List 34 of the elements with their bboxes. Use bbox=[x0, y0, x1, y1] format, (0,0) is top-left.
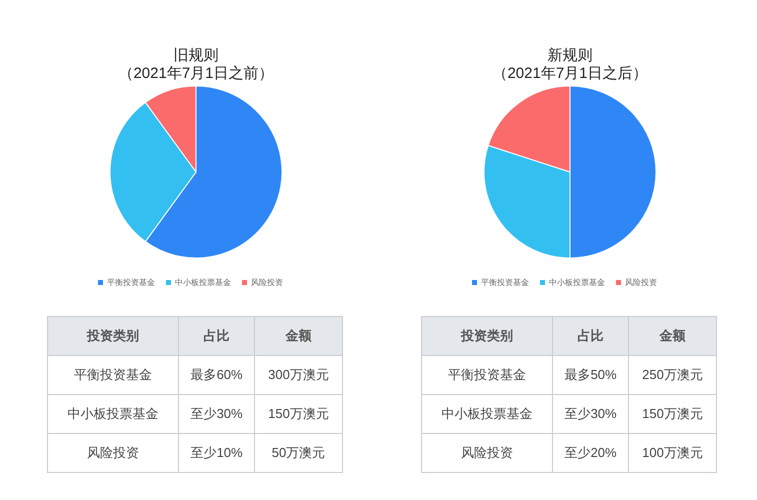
text: 至少20% bbox=[552, 434, 628, 472]
chart-subtitle: （2021年7月1日之前） bbox=[118, 65, 274, 82]
text: 至少30% bbox=[178, 394, 254, 434]
text: 150万澳元 bbox=[254, 394, 342, 434]
category-label: 平衡投资基金 bbox=[448, 367, 526, 382]
legend-label: 风险投资 bbox=[625, 278, 657, 287]
chart-title: 旧规则 bbox=[174, 47, 218, 64]
text: 金额 bbox=[254, 316, 342, 356]
category-label: 中小板投票基金 bbox=[442, 406, 533, 421]
text: 最多60% bbox=[178, 356, 254, 394]
text: 150万澳元 bbox=[628, 394, 716, 434]
text: 至少10% bbox=[178, 434, 254, 472]
text: 投资类别 bbox=[48, 316, 179, 356]
category-label: 风险投资 bbox=[87, 445, 140, 460]
text: 金额 bbox=[628, 316, 716, 356]
text: 100万澳元 bbox=[628, 434, 716, 472]
legend-label: 中小板投票基金 bbox=[549, 278, 605, 287]
legend-label: 中小板投票基金 bbox=[175, 278, 231, 287]
text: 占比 bbox=[552, 316, 628, 356]
text: 最多50% bbox=[552, 356, 628, 394]
legend-label: 平衡投资基金 bbox=[107, 278, 155, 287]
text: 300万澳元 bbox=[254, 356, 342, 394]
category-label: 中小板投票基金 bbox=[68, 406, 159, 421]
legend-label: 平衡投资基金 bbox=[481, 278, 529, 287]
text: 占比 bbox=[178, 316, 254, 356]
text: 投资类别 bbox=[422, 316, 553, 356]
text: 50万澳元 bbox=[254, 434, 342, 472]
category-label: 风险投资 bbox=[461, 445, 514, 460]
legend-label: 风险投资 bbox=[251, 278, 283, 287]
text: 至少30% bbox=[552, 394, 628, 434]
chart-subtitle: （2021年7月1日之后） bbox=[492, 65, 648, 82]
category-label: 平衡投资基金 bbox=[74, 367, 152, 382]
text: 250万澳元 bbox=[628, 356, 716, 394]
chart-title: 新规则 bbox=[548, 47, 592, 64]
